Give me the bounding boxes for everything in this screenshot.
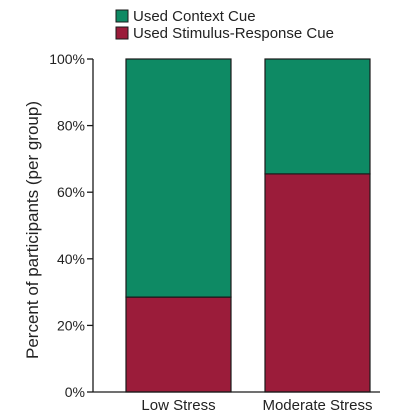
x-category-label: Moderate Stress bbox=[262, 397, 372, 414]
y-tick-label: 20% bbox=[57, 317, 85, 333]
x-category-label: Low Stress bbox=[141, 397, 215, 414]
bar-2-series-1 bbox=[264, 173, 371, 393]
bars bbox=[125, 58, 371, 393]
y-axis-label: Percent of participants (per group) bbox=[23, 101, 42, 359]
legend-swatch bbox=[115, 9, 129, 23]
legend-swatch bbox=[115, 26, 129, 40]
bar-2-series-2 bbox=[264, 58, 371, 175]
y-tick-label: 60% bbox=[57, 184, 85, 200]
bar-1-series-1 bbox=[125, 296, 232, 393]
y-tick-label: 40% bbox=[57, 251, 85, 267]
y-tick-label: 100% bbox=[49, 51, 85, 67]
legend-label: Used Stimulus-Response Cue bbox=[133, 25, 334, 42]
y-tick-label: 80% bbox=[57, 118, 85, 134]
legend-label: Used Context Cue bbox=[133, 8, 256, 25]
bar-1-series-2 bbox=[125, 58, 232, 298]
axes: 0% 20% 40% 60% 80% 100% Low Stress Moderate Str… bbox=[49, 51, 380, 414]
y-tick-label: 0% bbox=[65, 384, 85, 400]
